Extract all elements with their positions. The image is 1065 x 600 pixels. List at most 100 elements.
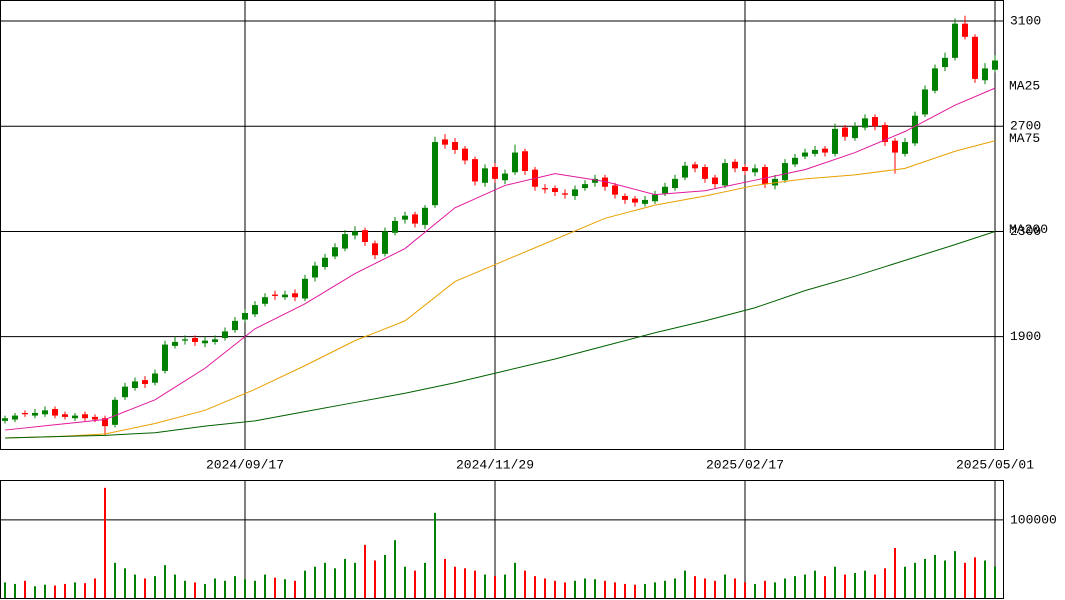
volume-bar [924, 558, 926, 598]
candle-body [42, 410, 48, 415]
candle-body [822, 148, 828, 153]
candle-body [482, 168, 488, 183]
candle-body [422, 207, 428, 225]
volume-bar [404, 566, 406, 598]
candle-body [642, 199, 648, 204]
legend-label: MA200 [1009, 222, 1048, 237]
x-tick-label: 2025/02/17 [706, 457, 784, 472]
candle-body [32, 412, 38, 416]
volume-bar [44, 584, 46, 598]
volume-frame [0, 480, 1004, 599]
candle-body [342, 234, 348, 249]
volume-bar [984, 560, 986, 598]
volume-bar [614, 582, 616, 598]
volume-bar [214, 578, 216, 598]
volume-bar [94, 578, 96, 598]
volume-bar [994, 566, 996, 598]
volume-bar [234, 576, 236, 598]
volume-bar [784, 578, 786, 598]
legend-label: MA75 [1009, 131, 1040, 146]
volume-bar [464, 568, 466, 598]
volume-bar [624, 583, 626, 598]
volume-bar [124, 568, 126, 598]
volume-bar [284, 579, 286, 598]
candle-body [612, 185, 618, 195]
volume-bar [314, 566, 316, 598]
candle-body [662, 186, 668, 194]
candle-body [682, 165, 688, 178]
y-tick-label: 1900 [1010, 329, 1041, 344]
candle-body [772, 178, 778, 186]
volume-bar [174, 574, 176, 598]
volume-bar [514, 562, 516, 598]
candle-body [12, 415, 18, 420]
volume-bar [84, 583, 86, 598]
candle-body [842, 127, 848, 137]
candle-body [322, 257, 328, 267]
x-tick-label: 2025/05/01 [956, 457, 1034, 472]
candle-body [172, 341, 178, 346]
volume-bar [704, 578, 706, 598]
candle-body [632, 198, 638, 203]
candle-body [102, 418, 108, 427]
volume-bar [754, 583, 756, 598]
candle-body [522, 151, 528, 171]
candle-body [402, 215, 408, 220]
candle-body [762, 167, 768, 185]
volume-bar [744, 582, 746, 598]
candle-body [792, 157, 798, 165]
x-tick-label: 2024/11/29 [456, 457, 534, 472]
candle-body [652, 194, 658, 202]
candle-body [272, 294, 278, 296]
candle-body [222, 331, 228, 338]
candle-body [592, 178, 598, 183]
volume-bar [664, 580, 666, 598]
candle-body [152, 373, 158, 383]
volume-bar [54, 585, 56, 598]
candle-body [52, 409, 58, 416]
volume-bar [294, 580, 296, 598]
candle-body [302, 278, 308, 299]
candle-body [562, 193, 568, 195]
volume-bar [394, 540, 396, 598]
candle-body [952, 23, 958, 58]
volume-bar [584, 578, 586, 598]
volume-bar [244, 579, 246, 598]
volume-bar [534, 576, 536, 598]
candle-body [192, 337, 198, 342]
volume-bar [734, 578, 736, 598]
volume-bar [74, 582, 76, 598]
volume-bar [774, 582, 776, 598]
volume-bar [354, 562, 356, 598]
volume-bar [484, 574, 486, 598]
candle-body [432, 142, 438, 206]
volume-bar [324, 562, 326, 598]
candle-body [722, 163, 728, 186]
volume-bar [104, 487, 106, 598]
volume-bar [794, 576, 796, 598]
candle-body [812, 149, 818, 154]
candle-body [692, 164, 698, 169]
volume-bar [894, 547, 896, 598]
volume-bar [724, 574, 726, 598]
candle-body [372, 243, 378, 256]
candle-body [282, 294, 288, 298]
volume-bar [844, 574, 846, 598]
candle-body [942, 57, 948, 68]
candle-body [602, 177, 608, 187]
volume-bar [654, 582, 656, 598]
volume-bar [384, 555, 386, 598]
candle-body [512, 152, 518, 173]
candle-body [932, 68, 938, 91]
candle-body [252, 305, 258, 315]
candle-body [312, 265, 318, 278]
candle-body [882, 124, 888, 143]
candle-body [752, 168, 758, 173]
volume-bar [524, 570, 526, 598]
volume-bar [304, 570, 306, 598]
volume-bar [974, 557, 976, 598]
volume-bar [264, 574, 266, 598]
y-tick-label: 2300 [1010, 224, 1041, 239]
ma-line [4, 87, 996, 431]
